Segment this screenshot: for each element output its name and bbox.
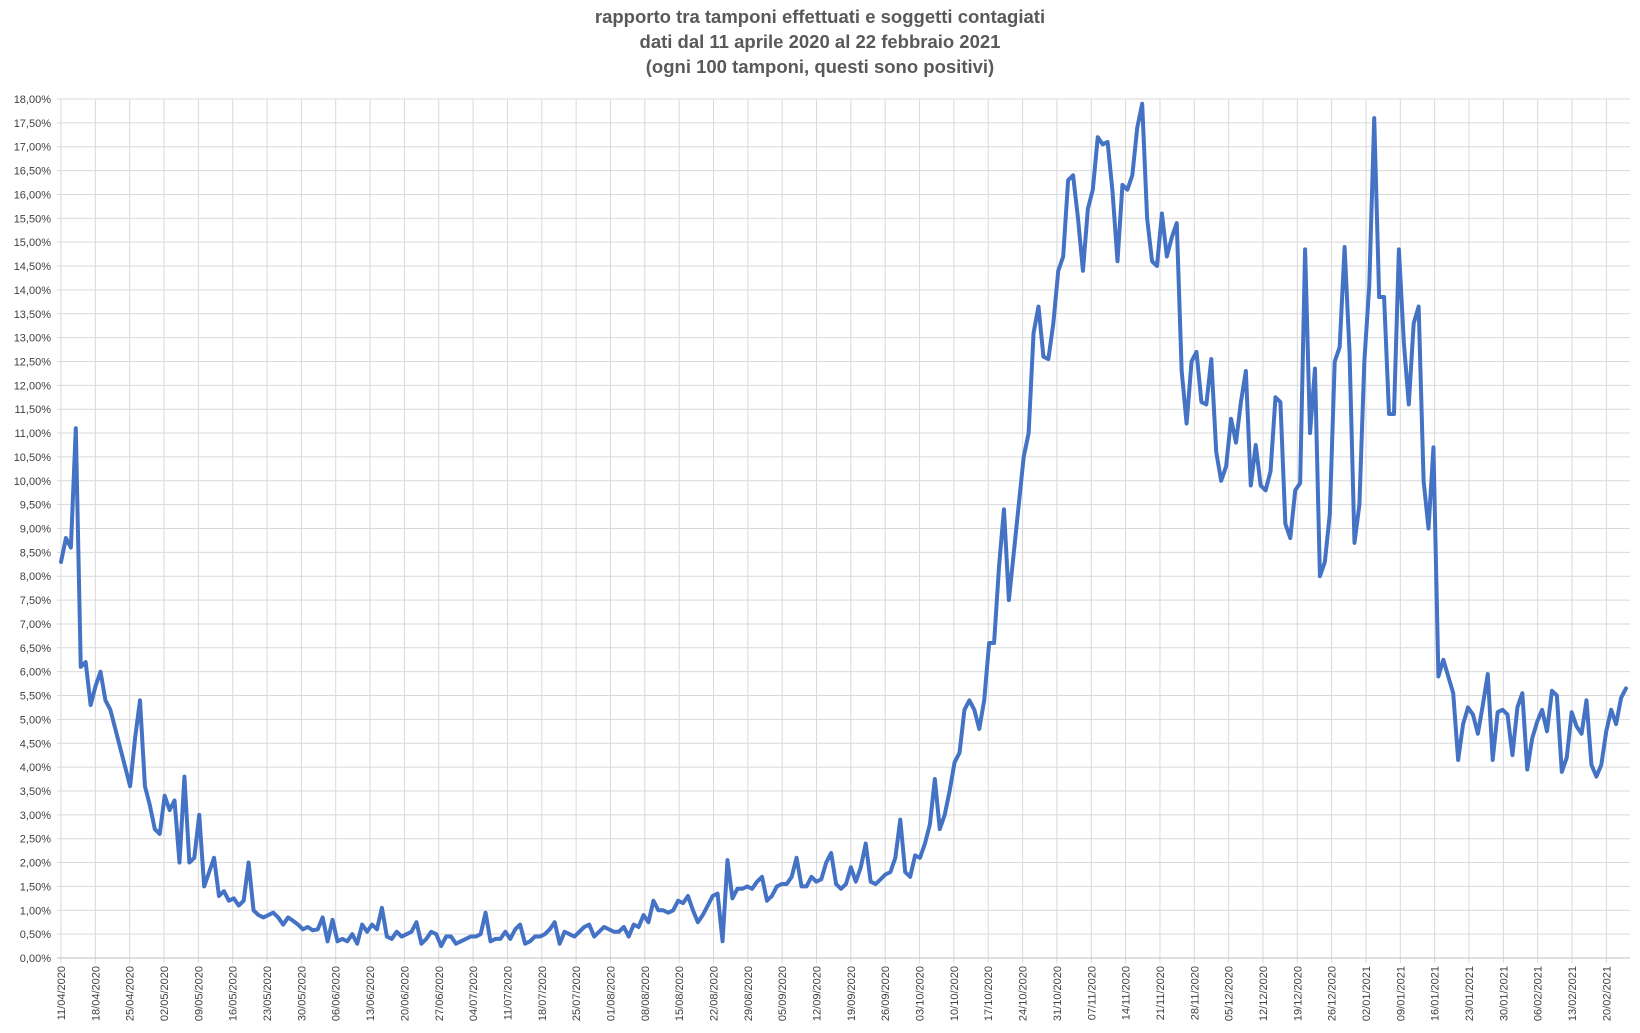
x-tick-label: 11/07/2020 <box>502 966 514 1020</box>
x-tick-label: 27/06/2020 <box>434 966 446 1021</box>
x-tick-label: 18/04/2020 <box>90 966 102 1021</box>
y-tick-label: 10,00% <box>14 476 52 488</box>
y-tick-label: 5,00% <box>20 714 51 726</box>
y-tick-label: 3,50% <box>20 786 51 798</box>
x-tick-label: 05/09/2020 <box>777 966 789 1021</box>
y-tick-label: 7,00% <box>20 619 51 631</box>
y-tick-label: 9,50% <box>20 500 51 512</box>
x-tick-label: 02/05/2020 <box>159 966 171 1021</box>
y-tick-label: 13,00% <box>14 333 52 345</box>
y-tick-label: 14,00% <box>14 285 52 297</box>
x-tick-label: 02/01/2021 <box>1361 966 1373 1021</box>
x-tick-label: 17/10/2020 <box>983 966 995 1021</box>
x-tick-label: 06/06/2020 <box>331 966 343 1021</box>
x-tick-label: 31/10/2020 <box>1052 966 1064 1021</box>
y-tick-label: 13,50% <box>14 309 52 321</box>
x-tick-label: 18/07/2020 <box>537 966 549 1021</box>
y-tick-label: 16,50% <box>14 166 52 178</box>
y-tick-label: 4,00% <box>20 762 51 774</box>
x-tick-label: 13/02/2021 <box>1567 966 1579 1021</box>
series-line-positivity <box>59 101 1628 949</box>
x-tick-label: 20/02/2021 <box>1601 966 1613 1021</box>
y-tick-label: 18,00% <box>14 94 52 106</box>
y-tick-label: 17,50% <box>14 118 52 130</box>
x-tick-label: 05/12/2020 <box>1224 966 1236 1021</box>
x-tick-label: 09/05/2020 <box>193 966 205 1021</box>
y-tick-label: 3,00% <box>20 810 51 822</box>
x-tick-label: 30/01/2021 <box>1498 966 1510 1021</box>
x-tick-label: 08/08/2020 <box>640 966 652 1021</box>
x-tick-label: 24/10/2020 <box>1018 966 1030 1021</box>
x-tick-label: 26/12/2020 <box>1327 966 1339 1021</box>
x-tick-label: 11/04/2020 <box>56 966 68 1020</box>
y-tick-label: 8,00% <box>20 571 51 583</box>
y-tick-label: 11,50% <box>15 404 52 416</box>
chart-subtitle-line-1: dati dal 11 aprile 2020 al 22 febbraio 2… <box>639 31 1001 52</box>
x-tick-label: 16/01/2021 <box>1430 966 1442 1021</box>
y-tick-label: 8,50% <box>20 547 51 559</box>
x-tick-label: 03/10/2020 <box>915 966 927 1021</box>
x-tick-label: 25/04/2020 <box>125 966 137 1021</box>
y-tick-label: 10,50% <box>14 452 52 464</box>
x-tick-label: 19/12/2020 <box>1292 966 1304 1021</box>
x-tick-label: 09/01/2021 <box>1395 966 1407 1021</box>
x-tick-label: 28/11/2020 <box>1189 966 1201 1020</box>
x-tick-label: 06/02/2021 <box>1533 966 1545 1021</box>
chart-subtitle-line-2: (ogni 100 tamponi, questi sono positivi) <box>645 56 995 77</box>
x-tick-label: 12/09/2020 <box>812 966 824 1021</box>
x-tick-label: 15/08/2020 <box>674 966 686 1021</box>
y-tick-label: 6,00% <box>20 667 51 679</box>
y-tick-label: 1,00% <box>20 905 51 917</box>
x-tick-label: 07/11/2020 <box>1086 966 1098 1020</box>
y-tick-label: 2,50% <box>20 834 51 846</box>
y-tick-label: 15,50% <box>14 213 52 225</box>
x-tick-label: 13/06/2020 <box>365 966 377 1021</box>
y-tick-label: 0,50% <box>20 929 51 941</box>
x-tick-label: 30/05/2020 <box>296 966 308 1021</box>
y-tick-label: 11,00% <box>15 428 52 440</box>
x-tick-label: 25/07/2020 <box>571 966 583 1021</box>
y-tick-label: 6,50% <box>20 643 51 655</box>
x-tick-label: 01/08/2020 <box>605 966 617 1021</box>
x-tick-label: 10/10/2020 <box>949 966 961 1021</box>
y-tick-label: 1,50% <box>20 881 51 893</box>
y-tick-label: 15,00% <box>14 237 52 249</box>
y-tick-label: 0,00% <box>20 953 51 965</box>
grid-lines <box>57 98 1630 963</box>
y-tick-label: 4,50% <box>20 738 51 750</box>
y-tick-label: 9,00% <box>20 524 51 536</box>
x-tick-label: 16/05/2020 <box>228 966 240 1021</box>
x-tick-label: 26/09/2020 <box>880 966 892 1021</box>
y-tick-label: 14,50% <box>14 261 52 273</box>
x-tick-label: 14/11/2020 <box>1121 966 1133 1020</box>
x-tick-label: 04/07/2020 <box>468 966 480 1021</box>
chart-title-block: rapporto tra tamponi effettuati e sogget… <box>0 4 1640 79</box>
chart-title: rapporto tra tamponi effettuati e sogget… <box>594 6 1046 27</box>
x-tick-label: 21/11/2020 <box>1155 966 1167 1020</box>
x-tick-label: 22/08/2020 <box>708 966 720 1021</box>
x-tick-label: 20/06/2020 <box>399 966 411 1021</box>
y-tick-label: 2,00% <box>20 858 51 870</box>
x-tick-label: 29/08/2020 <box>743 966 755 1021</box>
x-tick-label: 19/09/2020 <box>846 966 858 1021</box>
y-tick-label: 12,00% <box>14 380 52 392</box>
x-tick-label: 23/01/2021 <box>1464 966 1476 1021</box>
y-tick-label: 12,50% <box>14 356 52 368</box>
y-tick-label: 7,50% <box>20 595 51 607</box>
x-tick-label: 23/05/2020 <box>262 966 274 1021</box>
y-tick-label: 5,50% <box>20 691 51 703</box>
x-tick-label: 12/12/2020 <box>1258 966 1270 1021</box>
y-tick-label: 17,00% <box>14 142 52 154</box>
y-tick-label: 16,00% <box>14 189 52 201</box>
